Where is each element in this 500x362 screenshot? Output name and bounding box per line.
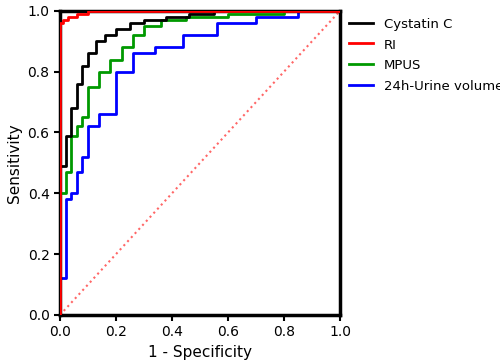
Y-axis label: Sensitivity: Sensitivity <box>7 123 22 203</box>
X-axis label: 1 - Specificity: 1 - Specificity <box>148 345 252 360</box>
Legend: Cystatin C, RI, MPUS, 24h-Urine volume: Cystatin C, RI, MPUS, 24h-Urine volume <box>350 17 500 93</box>
